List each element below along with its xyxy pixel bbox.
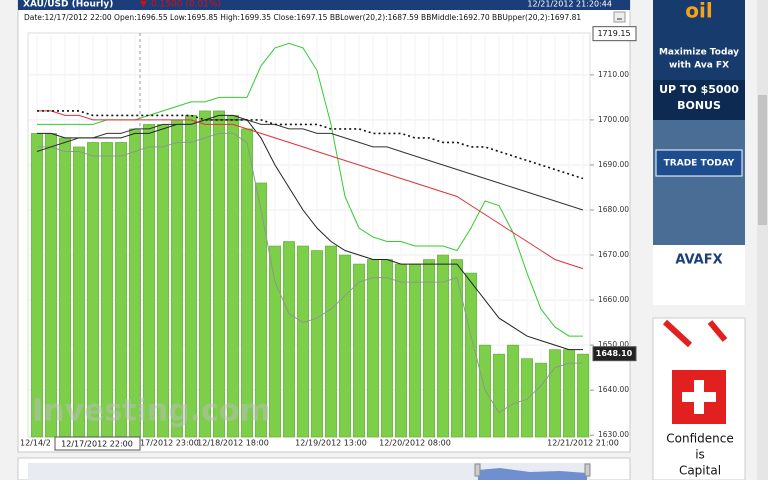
bar — [297, 245, 309, 438]
bar — [325, 245, 337, 438]
bar — [353, 263, 365, 438]
ad-button[interactable] — [655, 149, 743, 177]
crosshair-label: 12/17/2012 22:00 — [61, 440, 133, 449]
price-marker-label: 1648.10 — [596, 349, 633, 358]
indicator-line — [37, 132, 583, 414]
bar — [283, 241, 295, 438]
ad-slogan: Confidence — [666, 432, 733, 446]
y-tick-label: 1700.00 — [598, 115, 629, 124]
indicator-line — [36, 119, 584, 211]
ad-text: Maximize Today — [659, 48, 739, 58]
indicator-line — [37, 110, 584, 180]
bar — [535, 362, 547, 438]
bar — [45, 133, 57, 438]
y-tick-label: 1660.00 — [598, 295, 629, 304]
indicator-line — [37, 110, 584, 270]
bar — [339, 254, 351, 438]
navigator-handle[interactable] — [584, 463, 591, 477]
title-bar — [18, 0, 630, 10]
crosshair-box — [54, 436, 141, 451]
plot — [28, 33, 590, 438]
ad-logo-bg — [653, 245, 745, 305]
bar — [437, 254, 449, 438]
bar — [465, 272, 477, 438]
price-marker-label: 1719.15 — [597, 29, 630, 38]
y-tick-label: 1680.00 — [598, 205, 629, 214]
bar — [241, 128, 253, 438]
y-tick-label: 1690.00 — [598, 160, 629, 169]
ad-offer: UP TO $5000 — [659, 83, 739, 96]
bar — [395, 263, 407, 438]
bar — [171, 119, 183, 438]
ad-slogan: Capital — [679, 464, 721, 478]
scroll-thumb[interactable] — [758, 95, 767, 225]
bar — [451, 259, 463, 438]
navigator-handle[interactable] — [474, 463, 481, 477]
watermark: Investing.com — [32, 394, 271, 429]
change: 0.1500 (0.01%) — [151, 0, 221, 10]
x-tick-label: 12/19/2012 13:00 — [295, 439, 367, 448]
bar — [521, 358, 533, 438]
minimize-button[interactable] — [613, 11, 626, 23]
bar — [255, 182, 267, 438]
bar — [549, 349, 561, 438]
price-marker — [592, 26, 637, 42]
bar — [143, 124, 155, 438]
x-tick-label: 12/21/2012 21:00 — [547, 439, 619, 448]
bar — [311, 250, 323, 438]
bar — [129, 128, 141, 438]
bar — [227, 115, 239, 438]
bar — [577, 353, 589, 438]
bar — [367, 259, 379, 438]
info-line: Date:12/17/2012 22:00 Open:1696.55 Low:1… — [24, 13, 581, 22]
bar — [31, 133, 43, 438]
x-tick-label: 12/20/2012 08:00 — [379, 439, 451, 448]
x-tick-label: 12/18/2012 18:00 — [197, 439, 269, 448]
y-tick-label: 1630.00 — [598, 430, 629, 439]
x-tick-label: 12/17/2012 23:00 — [127, 439, 199, 448]
ad-brand: oil — [685, 0, 712, 23]
ad-button-text: TRADE TODAY — [664, 159, 735, 169]
bar — [381, 259, 393, 438]
bar — [423, 259, 435, 438]
bar — [59, 137, 71, 438]
navigator-area — [478, 468, 587, 480]
scrollbar[interactable] — [757, 0, 768, 480]
ad-slogan: is — [695, 448, 705, 462]
x-tick-label: 12/14/2 — [20, 439, 51, 448]
swiss-cross — [682, 380, 716, 414]
y-tick-label: 1710.00 — [598, 70, 629, 79]
price-marker — [592, 346, 637, 362]
bar — [493, 353, 505, 438]
bar — [185, 115, 197, 438]
y-tick-label: 1650.00 — [598, 340, 629, 349]
bar — [199, 110, 211, 438]
ad-text: with Ava FX — [669, 61, 729, 71]
y-tick-label: 1670.00 — [598, 250, 629, 259]
navigator — [28, 463, 590, 480]
timestamp: 12/21/2012 21:20:44 — [527, 0, 612, 9]
ad-offer: BONUS — [677, 99, 721, 112]
bar — [213, 110, 225, 438]
indicator-line — [37, 114, 583, 351]
bar — [157, 124, 169, 438]
ad-decor — [662, 319, 728, 348]
bar — [409, 263, 421, 438]
symbol: XAU/USD (Hourly) — [23, 0, 113, 10]
down-arrow: ▼ — [140, 0, 147, 10]
bar — [269, 245, 281, 438]
y-tick-label: 1640.00 — [598, 385, 629, 394]
ad-offer-bg — [653, 80, 745, 120]
bar — [507, 344, 519, 438]
ad-logo: AVAFX — [675, 253, 722, 268]
